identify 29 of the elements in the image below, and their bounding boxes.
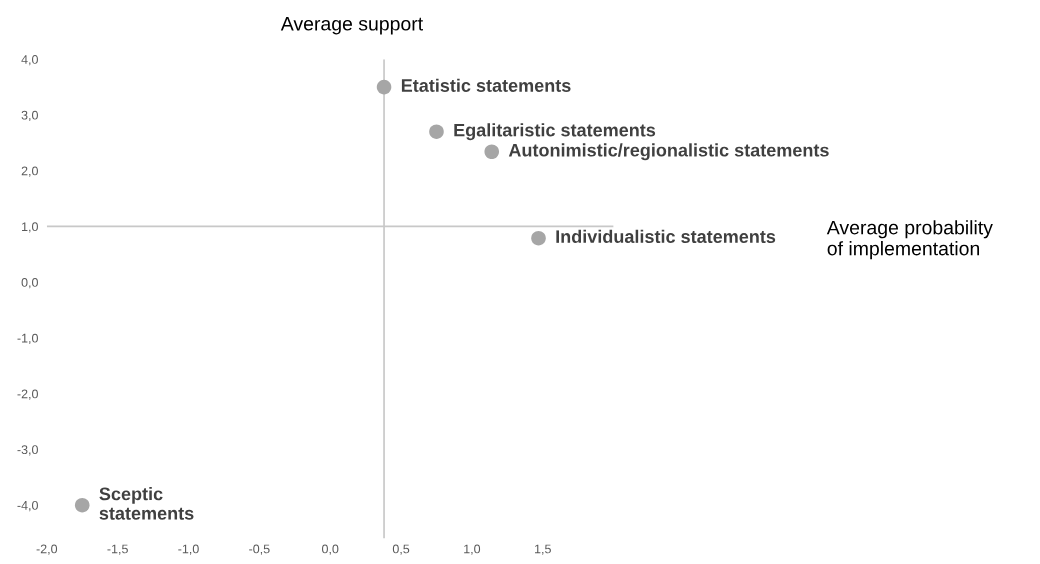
point (376, 79, 392, 95)
x-tick-label: 0,0 (322, 544, 339, 555)
point (74, 497, 90, 513)
y-tick-label: -3,0 (17, 445, 38, 456)
point (484, 144, 500, 160)
x-tick-label: -2,0 (36, 544, 58, 555)
y-tick-label: 1,0 (22, 222, 38, 233)
text: Average probability of implementation (826, 220, 993, 260)
series-label: Autonimistic/regionalistic statements (508, 143, 829, 161)
series-label: Individualistic statements (556, 229, 776, 244)
x-tick-label: -0,5 (249, 544, 270, 555)
y-tick-label: 3,0 (21, 110, 38, 122)
point (531, 230, 546, 246)
y-tick-label: 4,0 (21, 55, 38, 66)
y-tick-label: 2,0 (21, 166, 38, 177)
series-label: Egalitaristic statements (454, 123, 656, 141)
y-tick-label: -1,0 (17, 333, 38, 345)
series-label: Sceptic statements (99, 487, 194, 520)
point (429, 124, 444, 139)
x-tick-label: 1,5 (535, 544, 551, 555)
x-tick-label: -1,0 (178, 544, 199, 555)
x-tick-label: 1,0 (464, 544, 481, 555)
y-tick-label: -2,0 (17, 389, 38, 400)
y-tick-label: -4,0 (17, 500, 38, 512)
x-tick-label: 0,5 (392, 544, 410, 555)
x-tick-label: -1,5 (107, 544, 128, 555)
series-label: Etatistic statements (401, 78, 571, 92)
y-tick-label: 0,0 (21, 278, 38, 289)
y-axis-title: Average support (280, 17, 423, 35)
